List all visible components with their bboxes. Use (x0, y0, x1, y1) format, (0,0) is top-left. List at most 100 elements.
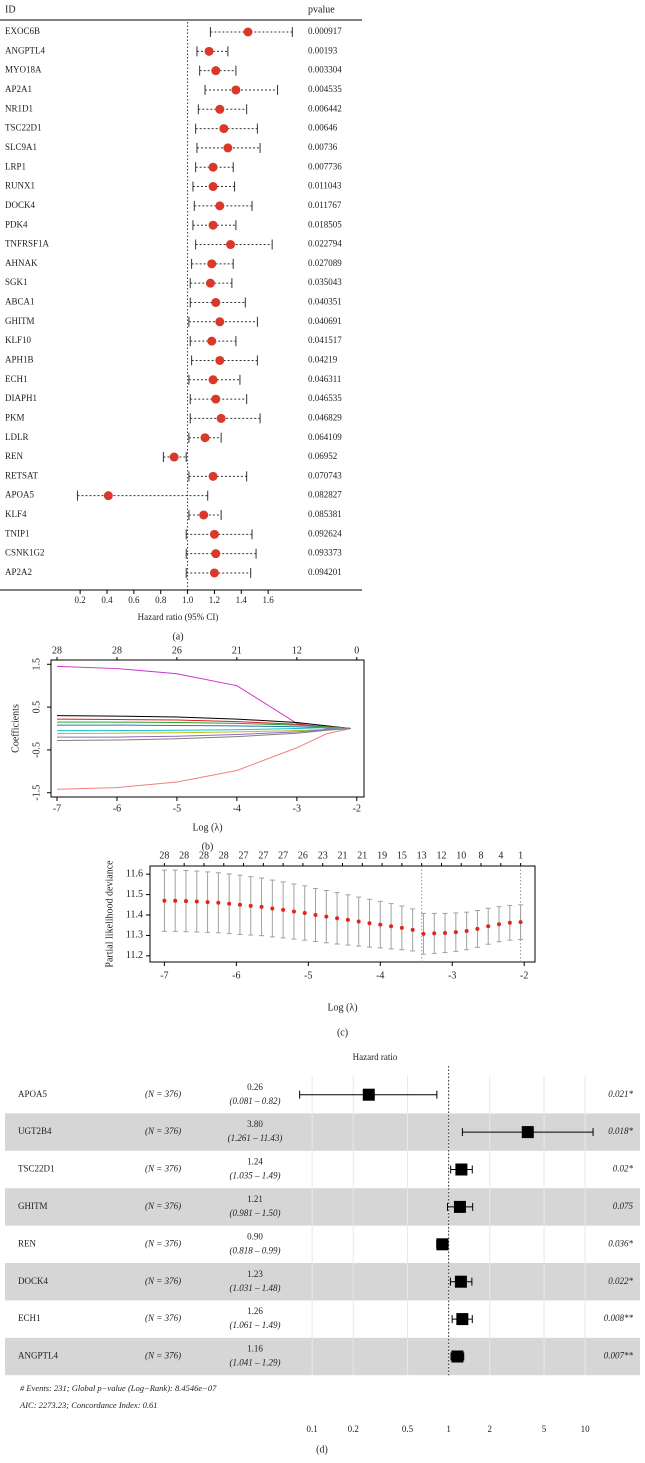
deviance-point (345, 917, 350, 922)
top-tick-label: 28 (219, 850, 229, 861)
hazard-ratio: 1.26 (247, 1306, 263, 1316)
top-tick-label: 28 (199, 850, 209, 861)
gene-label: EXOC6B (5, 26, 40, 36)
deviance-point (432, 931, 437, 936)
variable-label: APOA5 (18, 1089, 48, 1099)
hazard-ratio: 1.23 (247, 1269, 263, 1279)
x-tick-label: -7 (160, 970, 168, 981)
p-label: 0.018* (608, 1126, 633, 1136)
x-tick-label: -5 (304, 970, 312, 981)
x-tick-label: 2 (487, 1424, 492, 1434)
hazard-point (215, 317, 225, 327)
n-label: (N = 376) (145, 1126, 181, 1136)
gene-label: LRP1 (5, 161, 26, 171)
p-label: 0.008** (604, 1313, 634, 1323)
deviance-point (270, 906, 275, 911)
x-tick-label: 1.4 (236, 595, 248, 605)
x-axis-label: Hazard ratio (95% CI) (138, 612, 219, 622)
y-tick-label: 1.5 (31, 658, 42, 671)
p-label: 0.007** (604, 1351, 634, 1361)
top-tick-label: 12 (436, 850, 446, 861)
p-value: 0.046311 (308, 374, 341, 384)
gene-label: TSC22D1 (5, 123, 42, 133)
gene-label: SLC9A1 (5, 142, 37, 152)
p-value: 0.092624 (308, 528, 342, 538)
hazard-ratio: 0.90 (247, 1231, 263, 1241)
hazard-square (436, 1238, 449, 1251)
panel-label: (d) (316, 1444, 328, 1455)
n-label: (N = 376) (145, 1238, 181, 1248)
coefficient-path (56, 665, 351, 729)
hazard-point (211, 297, 221, 307)
p-value: 0.018505 (308, 219, 342, 229)
deviance-point (335, 916, 340, 921)
n-label: (N = 376) (145, 1351, 181, 1361)
deviance-point (173, 898, 178, 903)
deviance-point (183, 899, 188, 904)
top-tick-label: 28 (112, 645, 122, 656)
p-value: 0.04219 (308, 355, 338, 365)
deviance-point (291, 909, 296, 914)
p-label: 0.075 (613, 1201, 634, 1211)
ci-label: (0.081 – 0.82) (230, 1096, 281, 1106)
y-tick-label: 11.5 (126, 889, 143, 900)
p-value: 0.011767 (308, 200, 342, 210)
p-label: 0.036* (608, 1238, 633, 1248)
p-value: 0.046535 (308, 393, 342, 403)
p-value: 0.000917 (308, 26, 342, 36)
hazard-point (231, 85, 241, 95)
p-label: 0.022* (608, 1276, 633, 1286)
p-value: 0.00193 (308, 45, 338, 55)
y-tick-label: 11.4 (126, 909, 143, 920)
hazard-point (243, 27, 253, 37)
hazard-point (215, 201, 225, 211)
p-value: 0.041517 (308, 335, 342, 345)
row-band (5, 1188, 640, 1226)
top-tick-label: 21 (357, 850, 367, 861)
x-tick-label: -4 (233, 803, 241, 814)
ci-label: (0.818 – 0.99) (230, 1245, 281, 1255)
hazard-square (451, 1350, 464, 1363)
gene-label: LDLR (5, 432, 29, 442)
x-tick-label: 0.8 (155, 595, 167, 605)
variable-label: DOCK4 (18, 1276, 49, 1286)
gene-label: ABCA1 (5, 297, 35, 307)
x-axis-label: Log (λ) (327, 1002, 357, 1013)
deviance-point (378, 922, 383, 927)
gene-label: SGK1 (5, 277, 28, 287)
hazard-point (211, 66, 221, 76)
y-axis-label: Partial likelihood deviance (104, 860, 115, 968)
deviance-point (518, 920, 523, 925)
x-tick-label: 1 (446, 1424, 451, 1434)
top-tick-label: 27 (258, 850, 268, 861)
header: pvalue (308, 4, 335, 15)
p-value: 0.070743 (308, 470, 342, 480)
x-tick-label: -6 (113, 803, 121, 814)
hazard-square (362, 1088, 375, 1101)
gene-label: REN (5, 451, 24, 461)
p-value: 0.093373 (308, 548, 342, 558)
p-value: 0.004535 (308, 84, 342, 94)
p-value: 0.085381 (308, 509, 342, 519)
gene-label: PKM (5, 412, 25, 422)
p-value: 0.011043 (308, 181, 342, 191)
p-value: 0.040351 (308, 297, 342, 307)
ci-label: (1.041 – 1.29) (230, 1358, 281, 1368)
x-tick-label: 5 (542, 1424, 547, 1434)
hazard-point (226, 240, 236, 250)
top-tick-label: 4 (498, 850, 503, 861)
variable-label: REN (18, 1238, 37, 1248)
gene-label: KLF4 (5, 509, 27, 519)
hazard-point (209, 529, 219, 539)
plot-frame (50, 659, 365, 798)
deviance-point (443, 930, 448, 935)
header: ID (5, 4, 16, 15)
variable-label: ECH1 (18, 1313, 41, 1323)
footnote: # Events: 231; Global p−value (Log−Rank)… (20, 1383, 217, 1393)
deviance-point (453, 930, 458, 935)
title: Hazard ratio (353, 1052, 398, 1062)
coefficient-path (56, 727, 351, 732)
footnote: AIC: 2273.23; Concordance Index: 0.61 (19, 1400, 158, 1410)
deviance-point (237, 902, 242, 907)
x-tick-label: 0.2 (75, 595, 86, 605)
